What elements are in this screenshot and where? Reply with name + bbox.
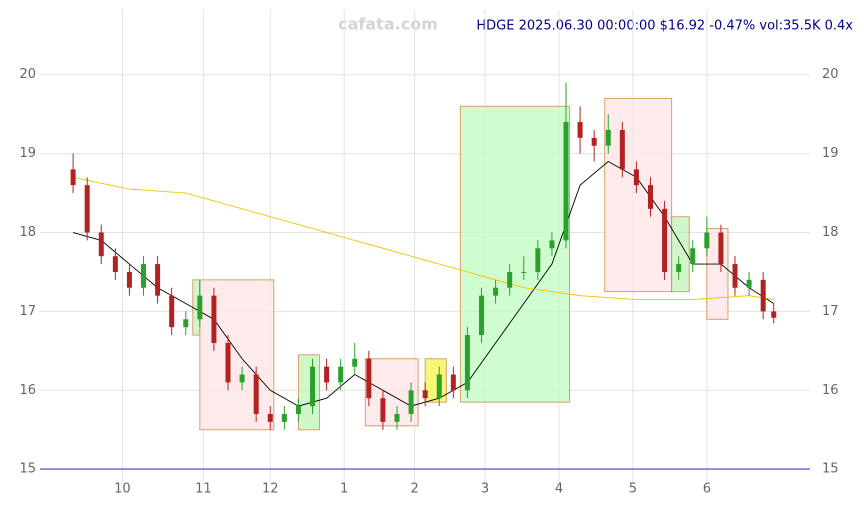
candle-body	[126, 271, 132, 288]
candle-body	[648, 185, 654, 209]
x-tick-label: 11	[195, 482, 212, 497]
candle-body	[690, 248, 696, 265]
candle-body	[605, 129, 611, 146]
y-tick-label: 16	[19, 383, 36, 398]
y-tick-label: 19	[19, 146, 36, 161]
candle-body	[563, 122, 569, 241]
candle-body	[267, 413, 273, 422]
candle-body	[718, 232, 724, 265]
candle-body	[394, 413, 400, 422]
candle-body	[771, 311, 777, 318]
candle-body	[155, 264, 161, 296]
candle-body	[577, 122, 583, 138]
y-tick-label-right: 19	[822, 146, 839, 161]
zone	[706, 228, 729, 320]
candle-body	[422, 390, 428, 399]
x-tick-label: 2	[410, 482, 418, 497]
candle-body	[464, 335, 470, 391]
candle-body	[141, 264, 147, 288]
candle-body	[324, 366, 330, 383]
candle-body	[521, 271, 527, 273]
candle-body	[112, 256, 118, 272]
candle-body	[98, 232, 104, 257]
zone	[459, 105, 571, 403]
candle-body	[225, 342, 231, 383]
candle-body	[211, 295, 217, 343]
zone	[199, 279, 275, 431]
y-tick-label: 20	[19, 67, 36, 82]
candle-body	[732, 264, 738, 288]
candle-body	[507, 271, 513, 288]
candle-body	[310, 366, 316, 407]
y-tick-label: 18	[19, 225, 36, 240]
candle-body	[436, 374, 442, 399]
candle-body	[380, 398, 386, 422]
candle-body	[676, 264, 682, 272]
y-tick-label-right: 15	[822, 462, 839, 477]
x-tick-label: 4	[555, 482, 563, 497]
watermark: cafata.com	[338, 15, 438, 34]
x-tick-label: 10	[114, 482, 131, 497]
zone	[604, 97, 673, 293]
y-tick-label-right: 17	[822, 304, 839, 319]
candle-body	[450, 374, 456, 391]
candle-body	[366, 358, 372, 399]
candle-body	[493, 287, 499, 296]
candle-body	[352, 358, 358, 367]
candle-body	[84, 185, 90, 233]
line	[73, 176, 774, 301]
candle-body	[169, 295, 175, 328]
candle-body	[281, 413, 287, 422]
candle-body	[239, 374, 245, 383]
candle-body	[746, 279, 752, 288]
candle-body	[633, 169, 639, 186]
candle-body	[479, 295, 485, 336]
candle-body	[535, 248, 541, 272]
candle-body	[619, 129, 625, 170]
y-tick-label-right: 18	[822, 225, 839, 240]
candle-body	[760, 279, 766, 312]
candle-body	[704, 232, 710, 249]
y-tick-label: 15	[19, 462, 36, 477]
candle-body	[338, 366, 344, 383]
candle-body	[70, 169, 76, 186]
candle-body	[295, 406, 301, 414]
y-tick-label: 17	[19, 304, 36, 319]
x-tick-label: 12	[262, 482, 279, 497]
x-tick-label: 5	[629, 482, 637, 497]
candle-body	[183, 319, 189, 328]
y-tick-label-right: 20	[822, 67, 839, 82]
candle-body	[662, 208, 668, 272]
x-tick-label: 3	[481, 482, 489, 497]
x-tick-label: 1	[340, 482, 348, 497]
x-tick-label: 6	[703, 482, 711, 497]
candle-body	[197, 295, 203, 320]
y-tick-label-right: 16	[822, 383, 839, 398]
candle-body	[253, 374, 259, 414]
candle-body	[408, 390, 414, 414]
candle-body	[591, 137, 597, 146]
zone	[297, 354, 321, 431]
chart-title: HDGE 2025.06.30 00:00:00 $16.92 -0.47% v…	[476, 19, 853, 34]
candle-body	[549, 240, 555, 249]
